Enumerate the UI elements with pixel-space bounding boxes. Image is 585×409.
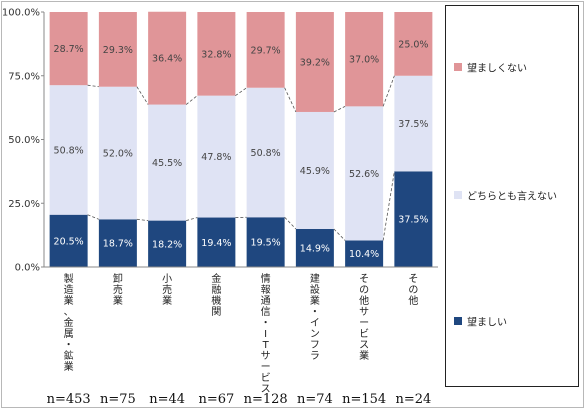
bar-segment [49, 85, 88, 215]
series-connector-line [186, 217, 198, 221]
category-label: 金融機関 [211, 272, 221, 318]
y-tick-label: 50.0% [8, 135, 40, 146]
legend-label: どちらとも言えない [467, 190, 557, 203]
data-label: 37.5% [398, 119, 428, 130]
data-label: 37.5% [398, 215, 428, 226]
series-connector-line [235, 87, 247, 96]
series-connector-line [382, 171, 395, 241]
data-label: 29.3% [103, 45, 133, 56]
category-label: 卸売業 [113, 272, 123, 307]
data-label: 18.2% [152, 239, 182, 250]
data-label: 25.0% [398, 39, 428, 50]
series-connector-line [87, 84, 99, 88]
y-tick-label: 0.0% [15, 263, 40, 274]
data-label: 32.8% [201, 49, 231, 60]
bar-segment [98, 12, 137, 87]
data-label: 29.7% [251, 45, 281, 56]
y-tick-label: 100.0% [2, 8, 40, 19]
bar-segment [148, 220, 187, 267]
bar-segment [345, 106, 384, 241]
bar-segment [345, 240, 384, 267]
legend-label: 望ましい [467, 316, 507, 329]
series-connector-line [333, 105, 346, 113]
bar-segment [197, 12, 236, 96]
legend-box [445, 5, 579, 387]
bar-segment [394, 171, 433, 267]
bar-segment [394, 75, 433, 172]
data-label: 50.8% [54, 145, 84, 156]
sample-size-label: n=67 [198, 392, 234, 407]
bar-segment [295, 111, 334, 230]
bar-segment [246, 217, 285, 267]
sample-size-label: n=44 [149, 392, 185, 407]
sample-size-label: n=75 [100, 392, 136, 407]
data-label: 36.4% [152, 54, 182, 65]
series-connector-line [136, 86, 149, 105]
data-label: 10.4% [349, 249, 379, 260]
bar-segment [98, 86, 137, 220]
data-label: 39.2% [300, 57, 330, 68]
y-tick-label: 75.0% [8, 71, 40, 82]
category-label: 情報通信・ I T サービス [261, 272, 271, 395]
data-label: 20.5% [54, 236, 84, 247]
y-tick-label: 25.0% [8, 199, 40, 210]
sample-size-label: n=74 [297, 392, 333, 407]
category-label: 建設業・インフラ [310, 272, 320, 362]
data-label: 45.9% [300, 166, 330, 177]
legend-swatch [454, 191, 462, 199]
data-label: 52.6% [349, 169, 379, 180]
data-label: 45.5% [152, 158, 182, 169]
bar-segment [295, 12, 334, 112]
series-connector-line [284, 216, 297, 230]
category-label: 小売業 [162, 273, 172, 307]
series-connector-line [333, 228, 346, 241]
data-label: 47.8% [201, 152, 231, 163]
bar-segment [148, 104, 187, 221]
data-label: 37.0% [349, 55, 379, 66]
sample-size-label: n=24 [395, 392, 431, 407]
bar-segment [246, 87, 285, 218]
legend-label: 望ましくない [467, 62, 527, 75]
category-label: その他 [408, 273, 418, 307]
bar-segment [345, 12, 384, 107]
data-label: 14.9% [300, 244, 330, 255]
bar-segment [98, 219, 137, 267]
bar-segment [394, 12, 433, 76]
legend-swatch [454, 317, 462, 325]
bar-segment [49, 12, 88, 86]
sample-size-label: n=453 [47, 392, 91, 407]
bar-segment [197, 95, 236, 218]
bar-segment [295, 229, 334, 267]
category-label: 製造業、金属・鉱業 [64, 272, 74, 373]
data-label: 19.4% [201, 238, 231, 249]
series-connector-line [136, 218, 149, 221]
series-connector-line [185, 95, 198, 105]
series-connector-line [382, 75, 395, 107]
data-label: 18.7% [103, 239, 133, 250]
bar-segment [246, 12, 285, 88]
sample-size-label: n=128 [244, 392, 288, 407]
sample-size-label: n=154 [342, 392, 386, 407]
bar-segment [49, 214, 88, 267]
series-connector-line [87, 214, 100, 220]
data-label: 19.5% [251, 238, 281, 249]
bar-segment [197, 217, 236, 267]
bar-segment [148, 11, 187, 105]
data-label: 50.8% [251, 148, 281, 159]
series-connector-line [284, 87, 297, 113]
legend-swatch [454, 63, 462, 71]
data-label: 28.7% [54, 44, 84, 55]
category-label: その他サービス業 [359, 273, 369, 362]
data-label: 52.0% [103, 149, 133, 160]
